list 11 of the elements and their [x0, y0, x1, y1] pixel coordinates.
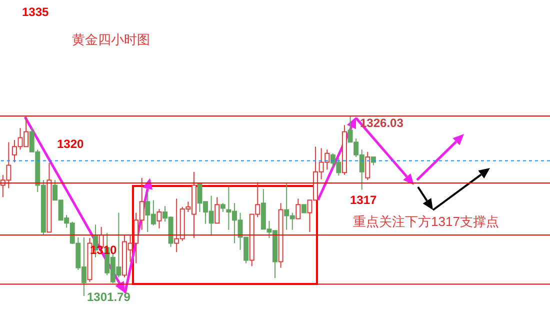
candlestick: [296, 198, 301, 220]
annotation: 1326.03: [360, 116, 404, 130]
candlestick: [156, 208, 162, 229]
candlestick: [214, 196, 220, 224]
annotation: 重点关注下方1317支撑点: [353, 214, 499, 229]
chart-title: 黄金四小时图: [72, 32, 150, 47]
ref-line-label: 1317: [350, 193, 378, 208]
text: 1335: [22, 5, 50, 19]
candlestick: [365, 151, 370, 181]
annotation: 1301.79: [87, 290, 131, 304]
ref-line-label: 1320: [57, 136, 84, 151]
